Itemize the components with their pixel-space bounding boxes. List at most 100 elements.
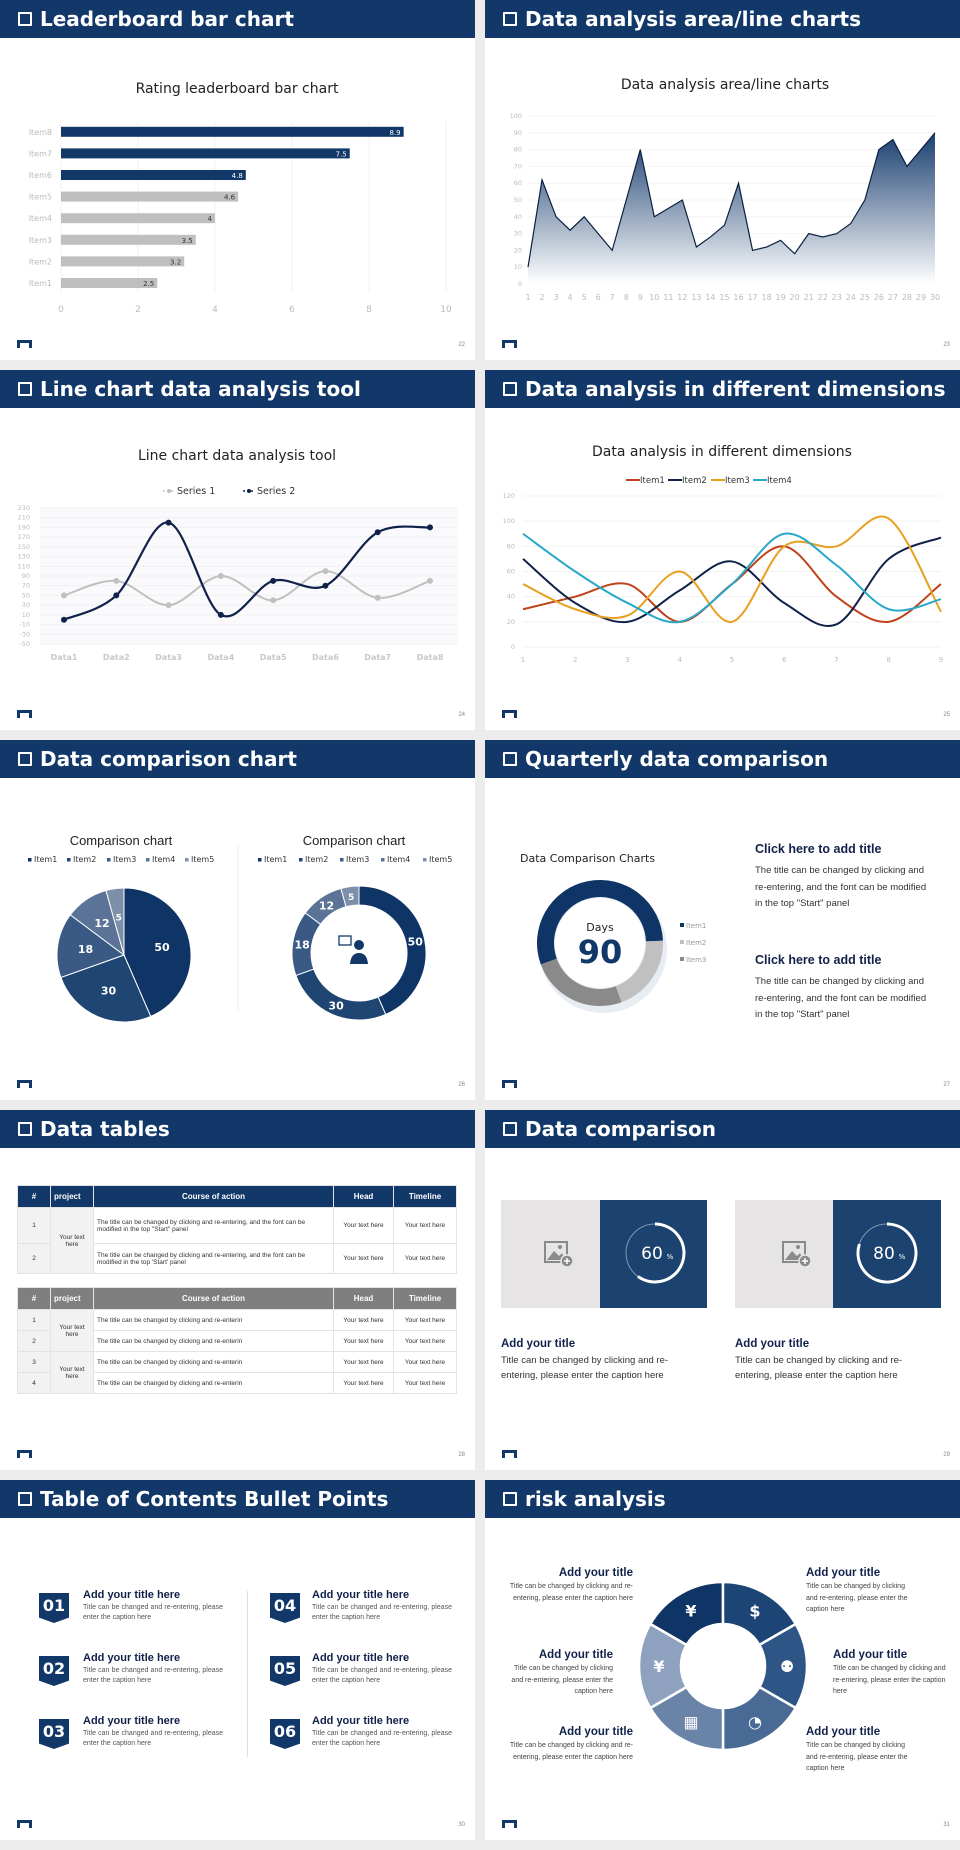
data-label: 3.2: [170, 258, 181, 266]
data-label: 3.5: [182, 237, 193, 245]
legend-marker: [381, 858, 385, 862]
logo-icon: [17, 1450, 32, 1458]
tick-label: 1: [525, 293, 530, 302]
block-title[interactable]: Click here to add title: [755, 953, 882, 967]
toc-title[interactable]: Add your title here: [312, 1589, 410, 1601]
legend-label: Item3: [113, 855, 136, 864]
item-text: Title can be changed by clicking and re-…: [735, 1355, 903, 1381]
cell: Your text here: [393, 1351, 457, 1373]
logo-icon: [502, 1080, 517, 1088]
legend-label: Item5: [429, 855, 452, 864]
slice: [123, 887, 192, 1018]
col-header: #: [17, 1287, 51, 1310]
risk-title[interactable]: Add your title: [833, 1649, 908, 1661]
category-label: Item7: [29, 149, 52, 158]
category-label: Item1: [29, 279, 52, 288]
presenter-icon: [338, 935, 368, 964]
tick-label: 7: [610, 293, 615, 302]
bar: [61, 126, 404, 137]
tick-label: Data3: [155, 653, 182, 662]
tick-label: 40: [514, 213, 522, 221]
progress-panel: [600, 1200, 707, 1308]
block-title[interactable]: Click here to add title: [755, 842, 882, 856]
legend-label: Item1: [264, 855, 287, 864]
tick-label: 5: [582, 293, 587, 302]
tick-label: Data2: [103, 653, 130, 662]
checkbox-square-icon: [18, 1492, 32, 1506]
toc-title[interactable]: Add your title here: [312, 1715, 410, 1727]
people-icon: ⚉: [780, 1657, 794, 1676]
risk-title[interactable]: Add your title: [538, 1649, 613, 1661]
table-row: 3 Your text here The title can be changed …: [17, 1351, 457, 1394]
cell: Your text here: [393, 1309, 457, 1331]
page-number: 30: [458, 1822, 465, 1828]
slide-title: Table of Contents Bullet Points: [40, 1487, 389, 1511]
risk-title[interactable]: Add your title: [558, 1567, 633, 1579]
page-number: 31: [943, 1822, 950, 1828]
toc-title[interactable]: Add your title here: [83, 1589, 181, 1601]
legend-marker: [67, 858, 71, 862]
tick-label: 0: [518, 280, 522, 288]
tick-label: 2: [135, 305, 141, 315]
tick-label: 150: [18, 543, 30, 551]
slide-data-comparison: 60% 80% Add your title Title can be chang…: [485, 1110, 960, 1470]
toc-title[interactable]: Add your title here: [312, 1652, 410, 1664]
tick-label: 230: [18, 504, 30, 512]
cell: Your text here: [50, 1207, 94, 1274]
slide-toc: 01 Add your title here Title can be chan…: [0, 1480, 475, 1840]
data-label: 4.6: [224, 194, 236, 202]
legend-label: Item2: [73, 855, 96, 864]
money-bag-icon: ¥: [685, 1602, 696, 1621]
slide-header: Data comparison: [485, 1110, 960, 1148]
category-label: Item2: [29, 257, 52, 266]
tick-label: 6: [782, 656, 787, 664]
col-header: #: [17, 1185, 51, 1208]
slice: [537, 880, 663, 965]
toc-title[interactable]: Add your title here: [83, 1652, 181, 1664]
cell: The title can be changed by clicking and…: [93, 1309, 334, 1331]
risk-text: Title can be changed by clicking and re-…: [511, 1665, 613, 1695]
tick-label: 0: [511, 643, 515, 651]
legend-label: Item2: [305, 855, 328, 864]
chart-title: Line chart data analysis tool: [138, 448, 336, 464]
tick-label: 15: [719, 293, 729, 302]
bar: [61, 213, 215, 224]
risk-text: Title can be changed by clicking and re-…: [833, 1665, 946, 1695]
tick-label: 2: [539, 293, 544, 302]
page-number: 27: [943, 1082, 950, 1088]
slide-header: Data analysis area/line charts: [485, 0, 960, 38]
series-line: [63, 521, 431, 621]
cycle-segment: [637, 1622, 689, 1710]
col-header: Course of action: [93, 1185, 334, 1208]
legend-label: Item4: [152, 855, 175, 864]
chart-title: Data analysis area/line charts: [621, 77, 829, 93]
risk-title[interactable]: Add your title: [806, 1567, 881, 1579]
tick-label: 27: [888, 293, 898, 302]
progress-value: 60: [641, 1244, 663, 1264]
cell: Your text here: [333, 1330, 394, 1352]
tick-label: 60: [514, 179, 522, 187]
tick-label: 10: [514, 263, 522, 271]
category-label: Item4: [29, 214, 52, 223]
tick-label: 30: [930, 293, 940, 302]
slide-header: Line chart data analysis tool: [0, 370, 475, 408]
progress-value: 80: [873, 1244, 895, 1264]
risk-title[interactable]: Add your title: [806, 1726, 881, 1738]
risk-title[interactable]: Add your title: [558, 1726, 633, 1738]
building-icon: ▦: [683, 1712, 698, 1731]
toc-title[interactable]: Add your title here: [83, 1715, 181, 1727]
data-label: 4: [208, 215, 213, 223]
image-placeholder[interactable]: [501, 1200, 600, 1308]
cell: 1: [17, 1309, 51, 1331]
block-text: The title can be changed by clicking and…: [755, 976, 927, 1020]
data-point: [61, 592, 67, 599]
pie-charts: Comparison chart Item1 Item2 Item3 Item4 Item…: [28, 833, 452, 1023]
tick-label: 20: [790, 293, 800, 302]
tick-label: 12: [677, 293, 687, 302]
slide-pie-charts: Comparison chart Item1 Item2 Item3 Item4 Item…: [0, 740, 475, 1100]
cell: The title can be changed by clicking and…: [93, 1207, 334, 1244]
data-point: [217, 573, 224, 579]
legend-label: Item3: [686, 956, 706, 964]
data-point: [374, 529, 381, 536]
tick-label: 14: [705, 293, 715, 302]
